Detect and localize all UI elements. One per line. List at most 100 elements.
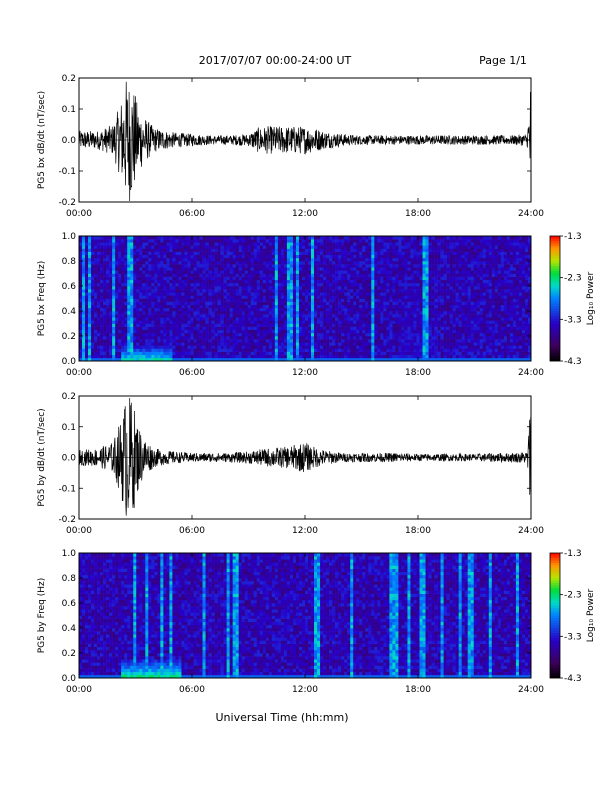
spectrogram-cell [329,261,333,265]
spectrogram-cell [169,345,173,349]
spectrogram-cell [211,339,215,343]
spectrogram-cell [371,236,375,240]
spectrogram-cell [323,248,327,252]
spectrogram-cell [295,257,300,262]
spectrogram-cell [91,311,95,315]
spectrogram-cell [82,270,86,274]
spectrogram-cell [380,326,384,331]
spectrogram-cell [166,298,170,302]
spectrogram-cell [365,348,369,352]
spectrogram-cell [247,242,252,246]
spectrogram-cell [383,320,387,324]
spectrogram-cell [274,257,279,262]
spectrogram-cell [250,264,255,268]
spectrogram-cell [359,329,363,334]
spectrogram-cell [145,357,149,362]
y-tick-label: 0.1 [62,105,76,115]
spectrogram-cell [145,245,149,249]
spectrogram-cell [317,320,321,324]
spectrogram-cell [326,348,330,352]
spectrogram-cell [317,317,321,321]
spectrogram-cell [199,357,203,362]
spectrogram-cell [88,298,92,302]
spectrogram-cell [338,342,342,346]
spectrogram-cell [142,336,146,340]
spectrogram-cell [142,257,146,262]
spectrogram-cell [365,298,369,302]
spectrogram-cell [88,251,92,256]
spectrogram-cell [317,239,321,243]
spectrogram-cell [271,261,276,265]
spectrogram-cell [142,273,146,277]
spectrogram-cell [103,339,107,343]
spectrogram-cell [286,292,291,296]
spectrogram-cell [398,267,402,271]
spectrogram-cell [344,279,348,284]
spectrogram-cell [329,248,333,252]
spectrogram-cell [428,314,432,318]
spectrogram-cell [256,236,261,240]
spectrogram-cell [305,245,309,249]
spectrogram-cell [362,348,366,352]
spectrogram-cell [256,301,261,306]
spectrogram-cell [214,317,218,321]
spectrogram-cell [323,320,327,324]
spectrogram-cell [124,248,128,252]
spectrogram-cell [250,267,255,271]
spectrogram-cell [103,282,107,287]
spectrogram-cell [133,351,137,356]
spectrogram-cell [205,298,209,302]
spectrogram-cell [434,267,438,271]
spectrogram-cell [178,267,182,271]
spectrogram-cell [298,357,303,362]
spectrogram-cell [323,254,327,259]
spectrogram-cell [133,336,137,340]
spectrogram-cell [271,329,276,334]
spectrogram-cell [362,354,366,359]
spectrogram-cell [419,301,423,306]
spectrogram-cell [277,264,282,268]
spectrogram-cell [326,270,330,274]
spectrogram-cell [437,332,441,337]
spectrogram-cell [181,314,185,318]
spectrogram-cell [100,236,104,240]
spectrogram-cell [85,301,89,306]
spectrogram-cell [359,289,363,293]
spectrogram-cell [94,279,98,284]
spectrogram-cell [163,314,167,318]
spectrogram-cell [395,304,399,309]
spectrogram-cell [112,279,116,284]
spectrogram-cell [229,351,233,356]
spectrogram-cell [341,320,345,324]
spectrogram-cell [283,329,288,334]
spectrogram-cell [124,236,128,240]
spectrogram-cell [250,332,255,337]
spectrogram-cell [389,314,393,318]
spectrogram-cell [139,339,143,343]
spectrogram-cell [190,351,194,356]
spectrogram-cell [311,311,315,315]
spectrogram-cell [268,304,273,309]
spectrogram-cell [166,342,170,346]
spectrogram-cell [389,311,393,315]
spectrogram-cell [124,348,128,352]
spectrogram-cell [292,267,297,271]
spectrogram-cell [187,320,191,324]
spectrogram-cell [172,236,176,240]
spectrogram-cell [199,254,203,259]
spectrogram-cell [85,298,89,302]
spectrogram-cell [383,248,387,252]
spectrogram-cell [274,336,279,340]
spectrogram-cell [308,329,312,334]
spectrogram-cell [353,301,357,306]
spectrogram-cell [449,298,453,302]
spectrogram-cell [308,336,312,340]
spectrogram-cell [139,329,143,334]
spectrogram-cell [371,261,375,265]
spectrogram-cell [172,351,176,356]
spectrogram-cell [305,304,309,309]
spectrogram-cell [289,236,294,240]
x-tick-label: 12:00 [292,209,318,219]
spectrogram-cell [211,261,215,265]
